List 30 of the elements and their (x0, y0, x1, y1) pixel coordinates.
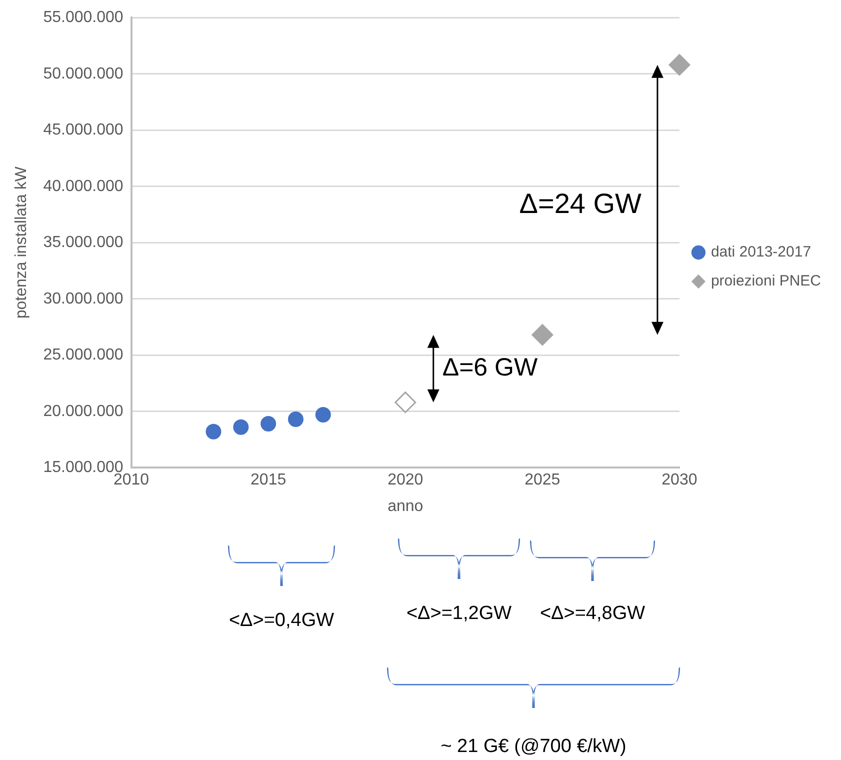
x-tick-label: 2025 (524, 472, 560, 489)
legend-label: proiezioni PNEC (710, 272, 822, 290)
y-tick-label: 25.000.000 (43, 346, 124, 364)
x-tick-label: 2030 (662, 472, 698, 489)
point (532, 324, 554, 346)
legend-label: dati 2013-2017 (710, 244, 812, 261)
y-tick-label: 40.000.000 (43, 178, 124, 195)
text: <Δ>=4,8GW (540, 603, 646, 625)
y-tick-label: 30.000.000 (43, 290, 124, 308)
y-tick-label: 50.000.000 (43, 65, 124, 82)
y-tick-label: 20.000.000 (43, 402, 124, 420)
point (206, 424, 222, 440)
point (233, 419, 249, 435)
y-tick-label: 35.000.000 (43, 234, 124, 252)
x-tick-label: 2020 (388, 472, 424, 489)
y-tick-label: 45.000.000 (43, 122, 124, 139)
x-tick-label: 2015 (250, 472, 286, 489)
point (288, 411, 304, 427)
text: ~ 21 G€ (@700 €/kW) (440, 736, 626, 758)
y-axis-title: potenza installata kW (13, 166, 30, 319)
text: <Δ>=1,2GW (406, 603, 512, 625)
annotation: Δ=24 GW (519, 188, 642, 219)
x-axis-title: anno (388, 498, 424, 515)
annotation: Δ=6 GW (442, 353, 538, 382)
point (260, 416, 276, 432)
point (668, 54, 690, 76)
text: <Δ>=0,4GW (228, 610, 334, 632)
point (315, 406, 331, 422)
y-tick-label: 55.000.000 (43, 9, 124, 26)
point (394, 392, 416, 414)
